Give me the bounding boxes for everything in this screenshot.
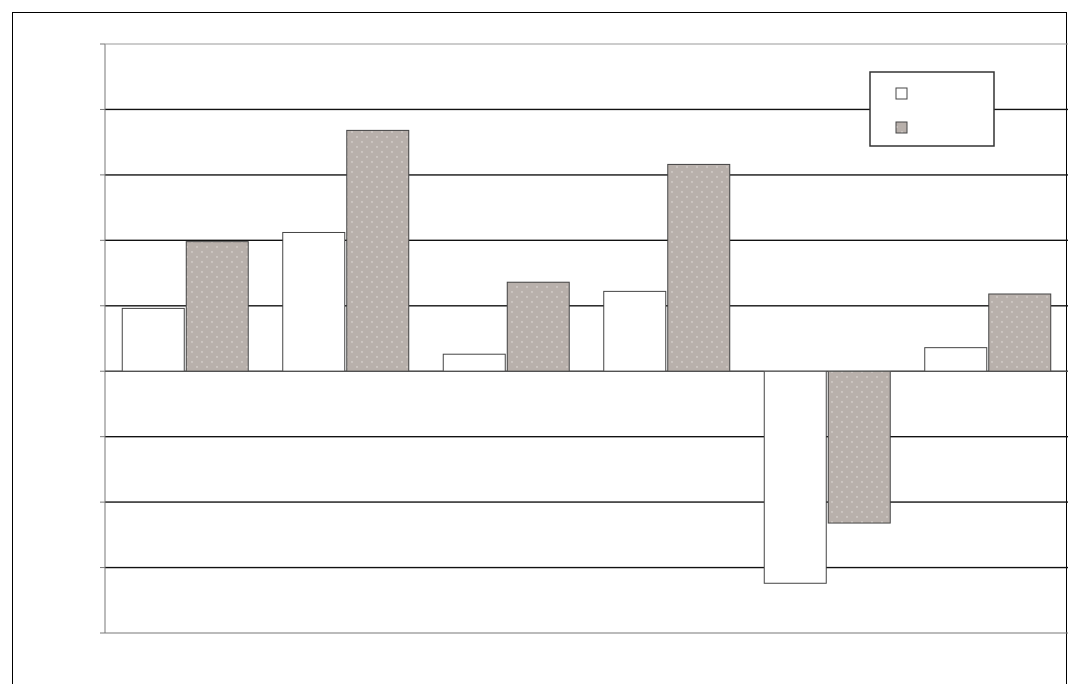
- bar-series-1: [924, 347, 988, 372]
- bar-series-1: [603, 290, 667, 372]
- bar-series-2: [185, 241, 249, 372]
- bars: [121, 129, 1052, 584]
- bar-series-2: [988, 293, 1052, 372]
- bar-series-1: [442, 353, 506, 372]
- bar-series-1: [121, 307, 185, 372]
- legend-swatch: [895, 121, 908, 134]
- bar-series-2: [506, 281, 570, 372]
- axes: [100, 43, 1068, 634]
- legend: [869, 71, 995, 147]
- gridlines: [105, 108, 1068, 569]
- legend-swatch: [895, 87, 908, 100]
- bar-series-2: [667, 163, 731, 372]
- bar-series-1: [282, 231, 346, 372]
- bar-series-1: [763, 370, 827, 584]
- bar-series-2: [346, 129, 410, 372]
- bar-series-2: [827, 370, 891, 524]
- legend-box: [869, 71, 995, 147]
